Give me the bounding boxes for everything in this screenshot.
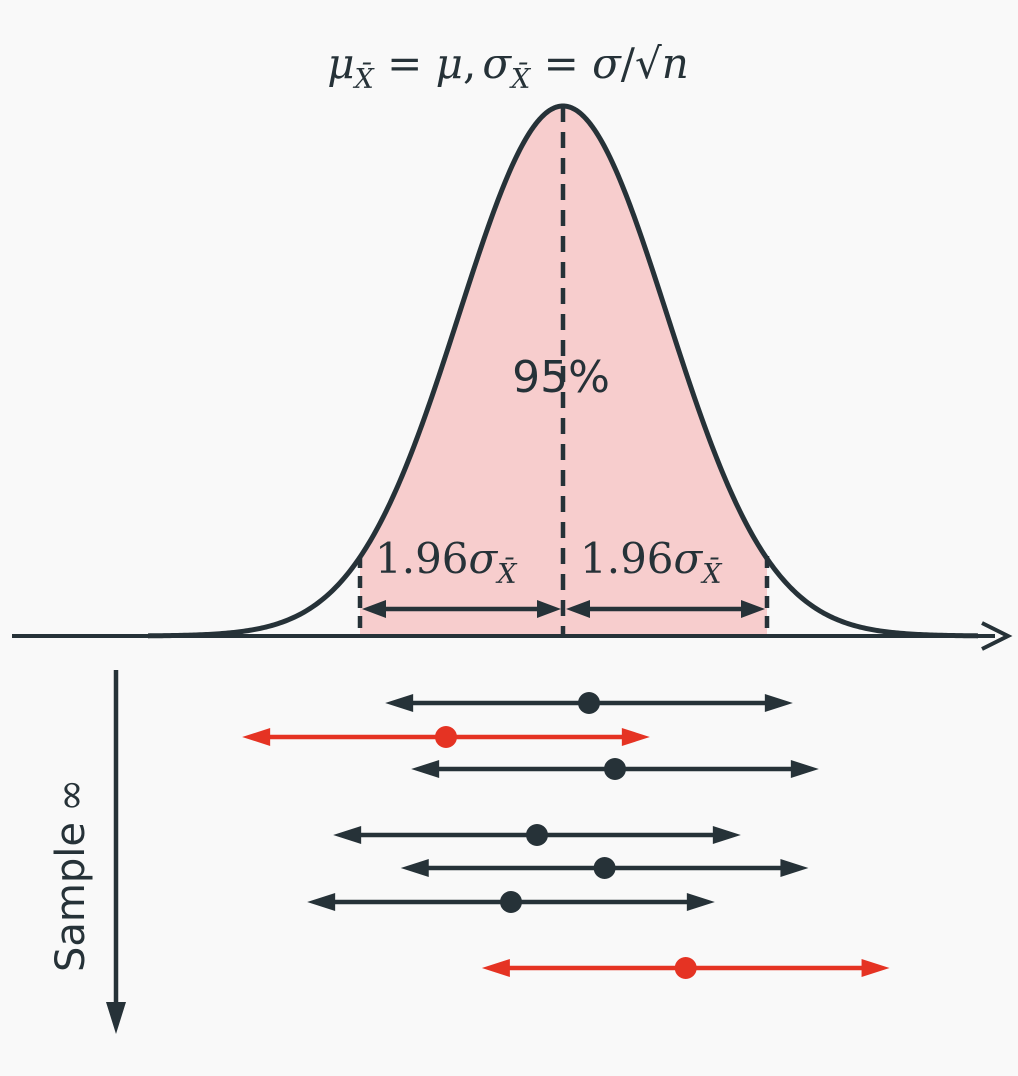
confidence-interval bbox=[333, 824, 741, 846]
sample-mean-point bbox=[526, 824, 548, 846]
interval-left-arrowhead bbox=[481, 959, 510, 977]
upper-half-width-label: 1.96σX̄ bbox=[580, 534, 723, 590]
lower-half-width-label: 1.96σX̄ bbox=[375, 534, 518, 590]
formula-title: μX̄ = μ, σX̄ = σ/√n bbox=[327, 39, 689, 95]
interval-left-arrowhead bbox=[385, 694, 414, 712]
confidence-intervals bbox=[242, 692, 890, 979]
coverage-label: 95% bbox=[512, 352, 610, 403]
sample-axis-label: Sample∞ bbox=[48, 779, 94, 972]
sample-axis-arrowhead bbox=[106, 1002, 126, 1034]
confidence-interval bbox=[307, 891, 715, 913]
sample-mean-point bbox=[435, 726, 457, 748]
confidence-interval bbox=[400, 857, 809, 879]
sample-mean-point bbox=[604, 758, 626, 780]
interval-left-arrowhead bbox=[333, 826, 362, 844]
sample-mean-point bbox=[500, 891, 522, 913]
upper-half-width-arrow bbox=[566, 600, 765, 618]
interval-right-arrowhead bbox=[764, 694, 793, 712]
interval-right-arrowhead bbox=[686, 893, 715, 911]
sample-mean-point bbox=[593, 857, 616, 879]
confidence-interval bbox=[411, 758, 819, 780]
interval-left-arrowhead bbox=[411, 760, 440, 778]
sample-mean-point bbox=[674, 957, 697, 979]
lower-half-width-arrow bbox=[362, 600, 561, 618]
interval-right-arrowhead bbox=[790, 760, 819, 778]
sample-mean-point bbox=[578, 692, 600, 714]
interval-right-arrowhead bbox=[780, 859, 809, 877]
interval-right-arrowhead bbox=[861, 959, 890, 977]
interval-left-arrowhead bbox=[400, 859, 429, 877]
interval-left-arrowhead bbox=[307, 893, 336, 911]
interval-left-arrowhead bbox=[242, 728, 271, 746]
confidence-interval bbox=[385, 692, 793, 714]
confidence-interval bbox=[242, 726, 650, 748]
interval-right-arrowhead bbox=[621, 728, 650, 746]
interval-right-arrowhead bbox=[712, 826, 741, 844]
confidence-interval bbox=[481, 957, 890, 979]
x-axis-arrowhead bbox=[981, 621, 1013, 651]
